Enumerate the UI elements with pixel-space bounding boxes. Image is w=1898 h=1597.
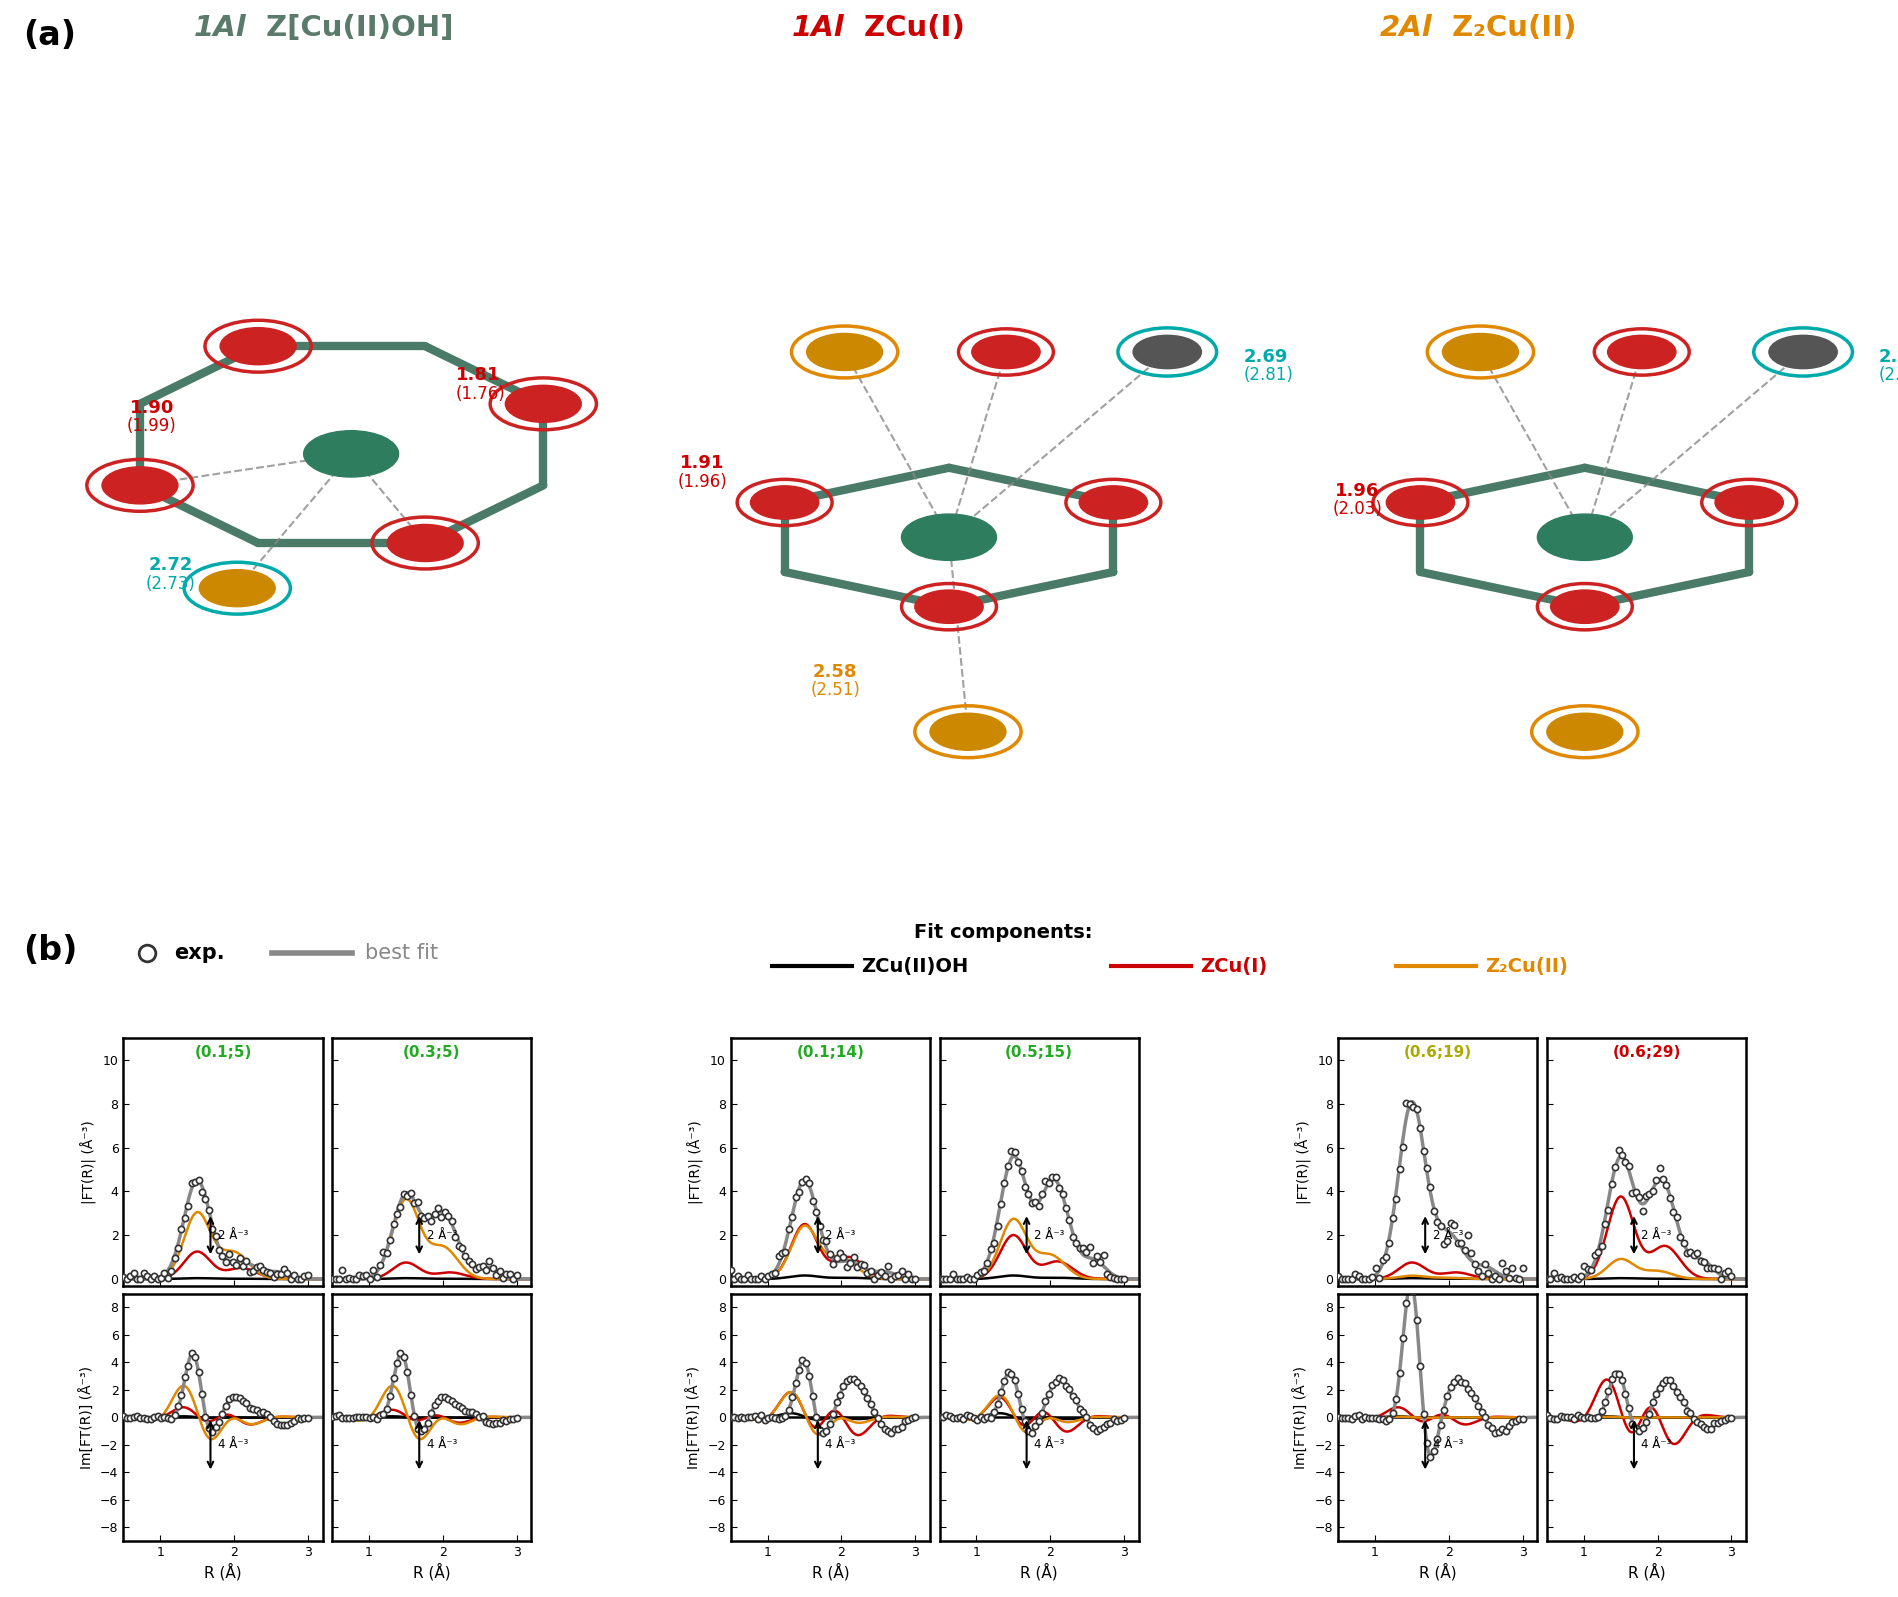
Text: 2 Å⁻³: 2 Å⁻³ <box>1642 1228 1672 1242</box>
Y-axis label: |FT(R)| (Å⁻³): |FT(R)| (Å⁻³) <box>1294 1119 1312 1204</box>
Circle shape <box>1769 335 1837 369</box>
Circle shape <box>505 385 581 422</box>
Text: 2.69: 2.69 <box>1243 348 1287 366</box>
Text: 2 Å⁻³: 2 Å⁻³ <box>427 1228 457 1242</box>
Text: Z[Cu(II)OH]: Z[Cu(II)OH] <box>256 14 454 42</box>
Y-axis label: |FT(R)| (Å⁻³): |FT(R)| (Å⁻³) <box>687 1119 704 1204</box>
Circle shape <box>1716 485 1784 519</box>
Text: 1.81: 1.81 <box>456 366 499 385</box>
Text: 2 Å⁻³: 2 Å⁻³ <box>826 1228 856 1242</box>
Text: 1Al: 1Al <box>194 14 247 42</box>
Text: (0.3;5): (0.3;5) <box>402 1046 461 1060</box>
Text: (1.76): (1.76) <box>456 385 505 402</box>
X-axis label: R (Å): R (Å) <box>205 1563 241 1581</box>
Text: ZCu(I): ZCu(I) <box>854 14 964 42</box>
Text: 2 Å⁻³: 2 Å⁻³ <box>218 1228 249 1242</box>
Text: (2.81): (2.81) <box>1243 366 1293 385</box>
X-axis label: R (Å): R (Å) <box>812 1563 848 1581</box>
Circle shape <box>1133 335 1201 369</box>
Text: 1.96: 1.96 <box>1334 482 1380 500</box>
Circle shape <box>102 466 178 505</box>
Circle shape <box>902 514 996 561</box>
Text: 2.79: 2.79 <box>1879 348 1898 366</box>
Text: Z₂Cu(II): Z₂Cu(II) <box>1442 14 1577 42</box>
Circle shape <box>1537 514 1632 561</box>
Text: (0.1;5): (0.1;5) <box>194 1046 252 1060</box>
Text: 2Al: 2Al <box>1380 14 1433 42</box>
Text: 1Al: 1Al <box>791 14 845 42</box>
X-axis label: R (Å): R (Å) <box>1420 1563 1456 1581</box>
Circle shape <box>387 524 463 562</box>
Text: 2.58: 2.58 <box>812 663 858 680</box>
Circle shape <box>1551 589 1619 623</box>
Text: (0.1;14): (0.1;14) <box>797 1046 864 1060</box>
Text: (2.51): (2.51) <box>810 680 860 699</box>
Text: Fit components:: Fit components: <box>915 923 1093 942</box>
Y-axis label: |FT(R)| (Å⁻³): |FT(R)| (Å⁻³) <box>80 1119 97 1204</box>
Text: (2.03): (2.03) <box>1332 500 1382 519</box>
Text: (0.6;29): (0.6;29) <box>1611 1046 1682 1060</box>
Text: exp.: exp. <box>175 944 224 963</box>
Text: 2 Å⁻³: 2 Å⁻³ <box>1034 1228 1065 1242</box>
Text: (2.73): (2.73) <box>146 575 195 592</box>
Text: (0.5;15): (0.5;15) <box>1006 1046 1072 1060</box>
Text: (b): (b) <box>23 934 78 968</box>
Text: (1.99): (1.99) <box>127 417 177 434</box>
Text: (a): (a) <box>23 19 76 51</box>
Text: ZCu(I): ZCu(I) <box>1200 957 1268 976</box>
Circle shape <box>807 334 883 371</box>
Circle shape <box>220 327 296 364</box>
Circle shape <box>1080 485 1148 519</box>
Circle shape <box>972 335 1040 369</box>
Circle shape <box>304 431 399 478</box>
Text: 2 Å⁻³: 2 Å⁻³ <box>1433 1228 1463 1242</box>
Text: 4 Å⁻³: 4 Å⁻³ <box>1433 1439 1463 1452</box>
Circle shape <box>1386 485 1454 519</box>
Circle shape <box>930 714 1006 751</box>
Text: 4 Å⁻³: 4 Å⁻³ <box>1034 1439 1065 1452</box>
Circle shape <box>750 485 818 519</box>
Circle shape <box>199 570 275 607</box>
Text: 4 Å⁻³: 4 Å⁻³ <box>1642 1439 1672 1452</box>
X-axis label: R (Å): R (Å) <box>1021 1563 1057 1581</box>
Y-axis label: Im[FT(R)] (Å⁻³): Im[FT(R)] (Å⁻³) <box>80 1365 95 1469</box>
Text: best fit: best fit <box>364 944 438 963</box>
Text: (1.96): (1.96) <box>678 473 727 490</box>
Text: ZCu(II)OH: ZCu(II)OH <box>862 957 968 976</box>
Circle shape <box>1442 334 1518 371</box>
Circle shape <box>915 589 983 623</box>
Circle shape <box>1608 335 1676 369</box>
Text: (0.6;19): (0.6;19) <box>1405 1046 1471 1060</box>
Text: 4 Å⁻³: 4 Å⁻³ <box>427 1439 457 1452</box>
X-axis label: R (Å): R (Å) <box>414 1563 450 1581</box>
Text: 1.90: 1.90 <box>129 399 175 417</box>
Text: 4 Å⁻³: 4 Å⁻³ <box>218 1439 249 1452</box>
Text: (2.80): (2.80) <box>1879 366 1898 385</box>
Y-axis label: Im[FT(R)] (Å⁻³): Im[FT(R)] (Å⁻³) <box>1294 1365 1310 1469</box>
Text: 1.91: 1.91 <box>679 454 725 473</box>
Text: 4 Å⁻³: 4 Å⁻³ <box>826 1439 856 1452</box>
Text: Z₂Cu(II): Z₂Cu(II) <box>1486 957 1568 976</box>
X-axis label: R (Å): R (Å) <box>1628 1563 1665 1581</box>
Circle shape <box>1547 714 1623 751</box>
Text: 2.72: 2.72 <box>148 556 194 573</box>
Y-axis label: Im[FT(R)] (Å⁻³): Im[FT(R)] (Å⁻³) <box>687 1365 702 1469</box>
